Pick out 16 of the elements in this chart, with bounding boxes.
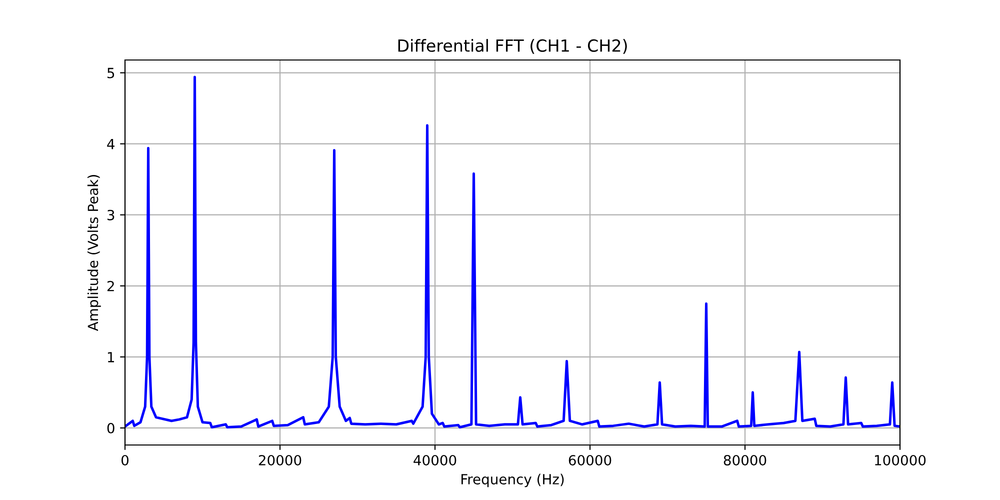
- x-tick-label: 80000: [724, 454, 766, 466]
- x-axis-title: Frequency (Hz): [461, 474, 564, 488]
- y-tick-label: 2: [107, 280, 114, 292]
- y-tick-label: 0: [107, 422, 114, 434]
- x-tick-label: 0: [121, 454, 128, 466]
- y-tick-label: 1: [108, 352, 114, 362]
- y-tick-label: 4: [107, 138, 114, 150]
- line-series: [125, 76, 900, 428]
- chart-title: Differential FFT (CH1 - CH2): [398, 39, 627, 54]
- x-tick-label: 20000: [258, 454, 302, 466]
- y-tick-label: 5: [108, 68, 114, 78]
- x-tick-label: 60000: [568, 454, 612, 466]
- x-tick-label: 100000: [875, 454, 926, 466]
- y-axis-title: Amplitude (Volts Peak): [87, 175, 101, 332]
- y-tick-label: 3: [108, 210, 114, 220]
- x-tick-label: 40000: [414, 454, 456, 466]
